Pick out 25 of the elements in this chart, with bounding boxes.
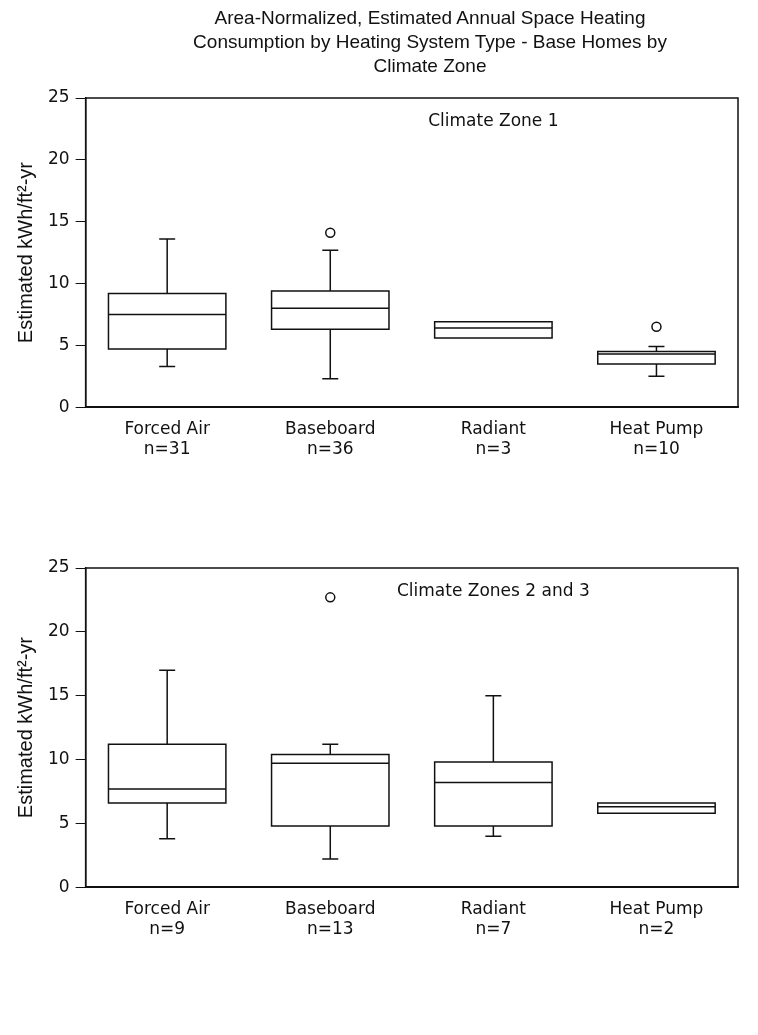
chart-title: Area-Normalized, Estimated Annual Space Heating Consumption by Heating System Type - Base Homes by Climate Zone bbox=[192, 6, 668, 78]
x-tick-label: Forced Air n=9 bbox=[124, 897, 210, 939]
x-tick-label: Baseboard n=13 bbox=[285, 897, 376, 939]
x-tick-label: Radiant n=7 bbox=[460, 897, 527, 939]
y-tick-label: 10 bbox=[47, 747, 70, 768]
y-tick-label: 15 bbox=[47, 684, 70, 705]
x-tick-label: Heat Pump n=2 bbox=[609, 897, 704, 939]
x-tick-label: Forced Air n=31 bbox=[124, 417, 210, 459]
x-tick-label: Baseboard n=36 bbox=[285, 417, 376, 459]
y-axis-title: Estimated kWh/ft²-yr bbox=[13, 161, 36, 344]
y-tick-label: 25 bbox=[47, 556, 70, 577]
y-tick-label: 15 bbox=[47, 210, 70, 231]
x-tick-label: Radiant n=3 bbox=[460, 417, 527, 459]
y-tick-label: 20 bbox=[47, 620, 70, 641]
x-tick-label: Heat Pump n=10 bbox=[609, 417, 704, 459]
y-tick-label: 5 bbox=[58, 333, 70, 354]
y-tick-label: 20 bbox=[47, 148, 70, 169]
y-axis-title: Estimated kWh/ft²-yr bbox=[13, 636, 36, 819]
y-tick-label: 25 bbox=[47, 86, 70, 107]
y-tick-label: 0 bbox=[58, 395, 70, 416]
y-tick-label: 0 bbox=[58, 875, 70, 896]
text: Climate Zone 1 bbox=[428, 110, 559, 131]
y-tick-label: 5 bbox=[58, 811, 70, 832]
text: Climate Zones 2 and 3 bbox=[396, 580, 590, 601]
y-tick-label: 10 bbox=[47, 271, 70, 292]
